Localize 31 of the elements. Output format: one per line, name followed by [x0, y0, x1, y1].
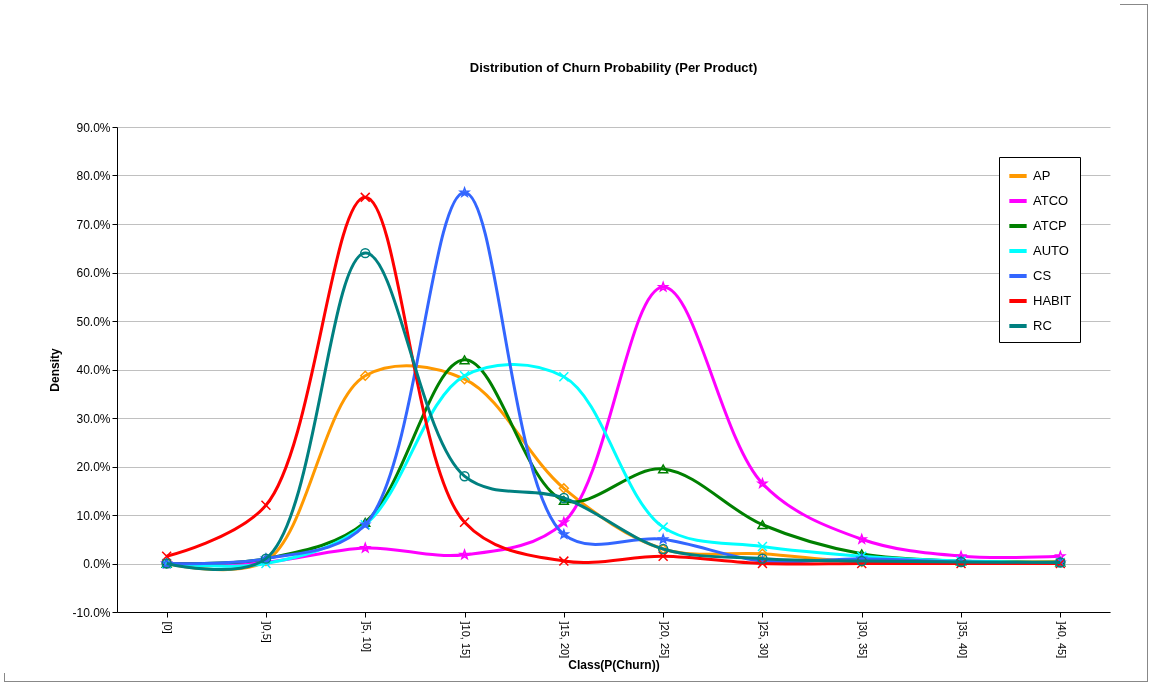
x-tick-label: ]0,5]: [261, 621, 274, 643]
x-tick-label: ]10, 15]: [460, 621, 473, 659]
y-tick-label: 50.0%: [76, 314, 111, 329]
x-axis-title: Class(P(Churn)): [568, 658, 660, 673]
x-tick-label: [0]: [162, 621, 175, 634]
y-tick-label: 10.0%: [76, 508, 111, 523]
legend-label: AP: [1033, 168, 1051, 183]
legend-label: AUTO: [1033, 243, 1069, 258]
x-tick-label: ]5, 10]: [360, 621, 373, 653]
y-tick-label: -10.0%: [72, 605, 111, 620]
x-tick-label: ]40, 45]: [1055, 621, 1068, 659]
legend-label: CS: [1033, 268, 1052, 283]
y-tick-label: 20.0%: [76, 460, 111, 474]
x-tick-label: ]30, 35]: [857, 621, 870, 659]
y-axis-title: Density: [48, 348, 63, 392]
legend-label: HABIT: [1033, 293, 1072, 308]
legend-label: RC: [1033, 318, 1052, 333]
y-tick-label: 90.0%: [76, 120, 111, 135]
x-tick-label: ]15, 20]: [559, 621, 572, 659]
legend-label: ATCO: [1033, 193, 1069, 208]
x-tick-label: ]25, 30]: [757, 621, 770, 659]
y-tick-label: 80.0%: [76, 169, 111, 183]
y-tick-label: 0.0%: [83, 557, 111, 571]
x-tick-label: ]35, 40]: [956, 621, 969, 659]
y-tick-label: 60.0%: [76, 266, 111, 280]
legend-label: ATCP: [1033, 218, 1067, 233]
y-tick-label: 30.0%: [76, 411, 111, 426]
chart-title: Distribution of Churn Probability (Per Product): [469, 60, 758, 75]
y-tick-label: 70.0%: [76, 217, 111, 232]
x-tick-label: ]20, 25]: [658, 621, 671, 659]
y-tick-label: 40.0%: [76, 363, 111, 377]
